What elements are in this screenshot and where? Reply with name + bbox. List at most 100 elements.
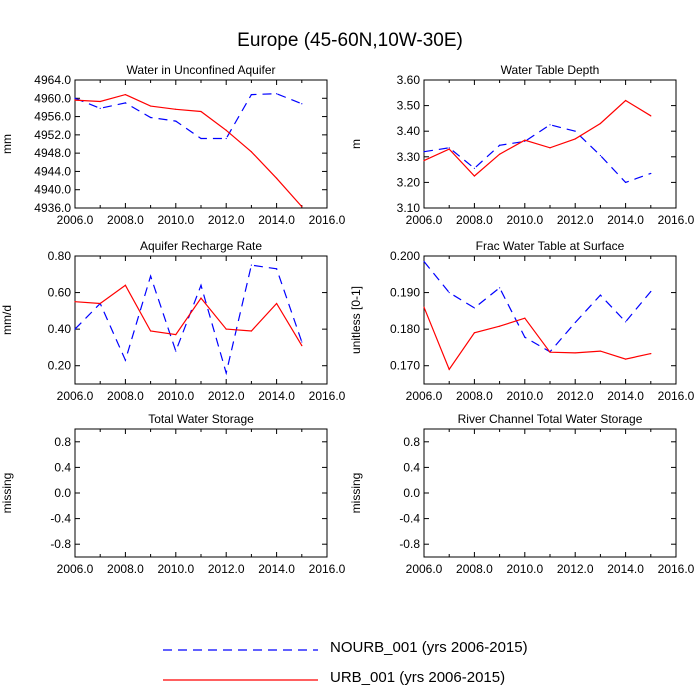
y-tick-label: 0.60 [48,286,72,300]
y-tick-label: 0.0 [54,486,71,500]
plot-frame [423,428,677,558]
legend-label-nourb: NOURB_001 (yrs 2006-2015) [330,639,528,656]
y-tick-label: -0.4 [50,512,71,526]
chart-2: Water Table Depth m 2006.0 2008.0 2010.0 2012… [349,63,695,227]
x-tick-label: 2010.0 [506,562,543,576]
y-tick-label: 3.40 [397,124,421,138]
chart-title: Water in Unconfined Aquifer [127,63,276,77]
data-point-urb [99,302,101,305]
data-point-nourb [150,275,152,277]
chart-title: Aquifer Recharge Rate [140,239,262,253]
data-point-nourb [625,181,627,183]
data-point-urb [423,306,425,308]
chart-3: Aquifer Recharge Rate mm/d 2006.0 2008.0 201… [0,239,346,403]
x-tick-label: 2010.0 [506,213,543,227]
legend-label-urb: URB_001 (yrs 2006-2015) [330,669,506,686]
data-point-urb [124,94,126,96]
y-tick-label: 0.170 [390,359,420,373]
series-line-urb [74,93,303,207]
x-tick-label: 2010.0 [157,562,194,576]
x-tick-label: 2008.0 [456,213,493,227]
chart-title: River Channel Total Water Storage [458,412,643,426]
data-point-nourb [625,321,627,323]
y-tick-label: -0.8 [50,537,71,551]
data-point-nourb [473,167,475,169]
data-point-urb [473,175,475,177]
x-tick-label: 2014.0 [258,562,295,576]
data-point-nourb [301,103,303,105]
y-tick-label: 4956.0 [34,110,71,124]
x-tick-label: 2010.0 [157,213,194,227]
data-point-urb [225,129,227,131]
y-tick-label: 0.0 [403,486,420,500]
chart-1: Water in Unconfined Aquifer mm 2006.0 2008.… [0,63,346,227]
x-tick-label: 2016.0 [658,562,695,576]
data-point-nourb [124,359,126,361]
data-point-urb [549,147,551,149]
data-point-nourb [74,97,76,99]
data-point-nourb [423,151,425,153]
y-tick-label: -0.8 [399,537,420,551]
series-line-nourb [423,261,652,353]
data-point-urb [625,358,627,360]
chart-title: Frac Water Table at Surface [476,239,625,253]
series-line-urb [74,284,303,346]
data-point-urb [473,332,475,334]
y-axis-label: missing [0,473,14,514]
data-point-urb [276,177,278,179]
data-point-urb [250,151,252,153]
data-point-urb [225,328,227,330]
y-tick-label: 0.190 [390,286,420,300]
data-point-nourb [225,372,227,374]
y-tick-label: 4936.0 [34,201,71,215]
chart-title: Total Water Storage [148,412,254,426]
y-tick-label: 0.8 [403,435,420,449]
data-point-urb [150,105,152,107]
x-tick-label: 2008.0 [456,389,493,403]
data-point-urb [250,330,252,332]
data-point-urb [524,317,526,319]
data-point-nourb [599,154,602,157]
data-point-nourb [524,336,526,338]
x-tick-label: 2006.0 [57,389,94,403]
data-point-urb [74,99,76,101]
y-tick-label: 0.4 [54,460,71,474]
data-point-urb [74,301,76,303]
x-tick-label: 2012.0 [557,562,594,576]
chart-5: Total Water Storage missing 2006.0 2008.0 20… [0,412,346,576]
data-point-urb [448,148,450,150]
y-tick-label: 4944.0 [34,164,71,178]
plot-frame [74,255,328,385]
series-line-nourb [74,93,303,140]
data-point-nourb [150,116,152,119]
data-point-nourb [225,137,227,140]
data-point-urb [124,284,126,286]
x-tick-label: 2008.0 [107,562,144,576]
data-point-nourb [423,260,425,263]
series-line-urb [423,306,651,371]
x-tick-label: 2014.0 [607,389,644,403]
data-point-nourb [448,147,450,149]
data-point-urb [175,334,177,336]
x-tick-label: 2012.0 [208,213,245,227]
series-line-nourb [423,124,652,184]
series-line-nourb [74,264,303,376]
data-point-urb [574,138,576,140]
plot-frame [74,428,328,558]
data-point-nourb [276,93,278,95]
y-tick-label: 3.30 [397,150,421,164]
x-tick-label: 2006.0 [406,389,443,403]
x-tick-label: 2012.0 [208,562,245,576]
y-tick-label: 0.4 [403,460,420,474]
x-tick-label: 2016.0 [658,213,695,227]
y-axis-label: missing [349,473,363,514]
data-point-urb [99,100,101,103]
chart-title: Water Table Depth [501,63,600,77]
x-tick-label: 2006.0 [57,213,94,227]
data-point-urb [599,350,602,352]
y-tick-label: -0.4 [399,512,420,526]
y-tick-label: 0.8 [54,435,71,449]
x-tick-label: 2010.0 [506,389,543,403]
data-point-urb [650,115,652,117]
